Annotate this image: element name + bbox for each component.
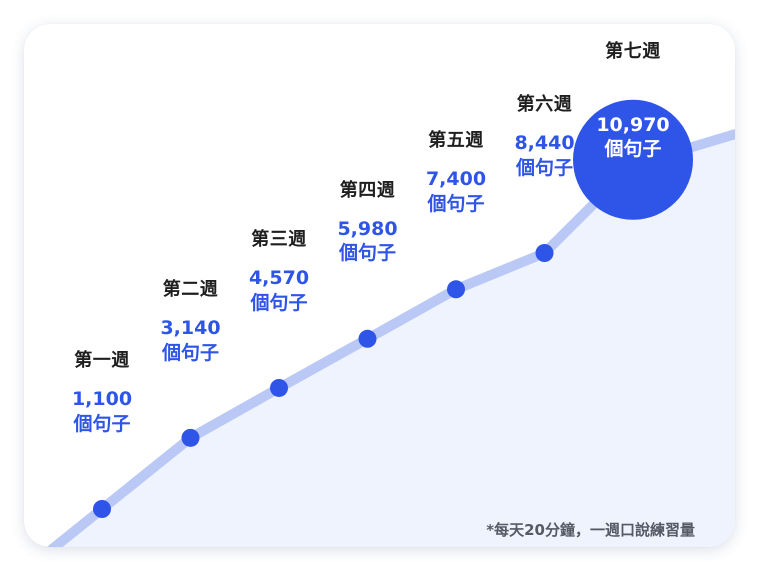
value-number: 3,140 bbox=[160, 316, 221, 339]
value-unit: 個句子 bbox=[515, 156, 574, 179]
line-chart bbox=[24, 99, 735, 547]
value-number: 4,570 bbox=[248, 266, 310, 289]
area-fill bbox=[24, 134, 735, 547]
value-unit: 個句子 bbox=[604, 138, 662, 161]
value-label: 5,980 個句子 bbox=[337, 217, 397, 266]
value-unit: 個句子 bbox=[161, 341, 220, 364]
week-label: 第一週 bbox=[74, 350, 130, 371]
value-label: 3,140 個句子 bbox=[160, 316, 220, 365]
value-label: 10,970 個句子 bbox=[596, 113, 669, 162]
value-unit: 個句子 bbox=[427, 192, 485, 215]
data-point bbox=[93, 500, 111, 518]
value-number: 8,440 bbox=[514, 132, 575, 154]
value-unit: 個句子 bbox=[250, 291, 308, 314]
data-point bbox=[270, 378, 288, 397]
data-point bbox=[181, 428, 200, 447]
chart-card: 第一週 1,100 個句子 第二週 3,140 個句子 第三週 4,570 個句子 第四週 5,98… bbox=[24, 24, 735, 547]
value-number: 5,980 bbox=[337, 217, 398, 240]
chart-annotation: *每天20分鐘，一週口說練習量 bbox=[486, 521, 695, 539]
highlight-bubble bbox=[573, 99, 693, 220]
week-label: 第三週 bbox=[251, 228, 307, 250]
data-point bbox=[447, 280, 465, 299]
value-number: 7,400 bbox=[425, 168, 487, 191]
value-label: 7,400 個句子 bbox=[426, 167, 486, 216]
week-label: 第二週 bbox=[162, 278, 219, 300]
week-label: 第七週 bbox=[605, 40, 661, 62]
value-number: 10,970 bbox=[596, 113, 670, 136]
value-number: 1,100 bbox=[71, 388, 133, 410]
week-label: 第五週 bbox=[428, 130, 484, 152]
value-label: 4,570 個句子 bbox=[249, 266, 309, 315]
value-label: 1,100 個句子 bbox=[72, 387, 132, 436]
week-label: 第六週 bbox=[516, 94, 573, 115]
data-point bbox=[535, 244, 554, 262]
value-unit: 個句子 bbox=[338, 242, 397, 265]
week-label: 第四週 bbox=[339, 179, 396, 201]
data-point bbox=[358, 329, 377, 348]
value-label: 8,440 個句子 bbox=[514, 131, 574, 180]
value-unit: 個句子 bbox=[73, 412, 131, 435]
